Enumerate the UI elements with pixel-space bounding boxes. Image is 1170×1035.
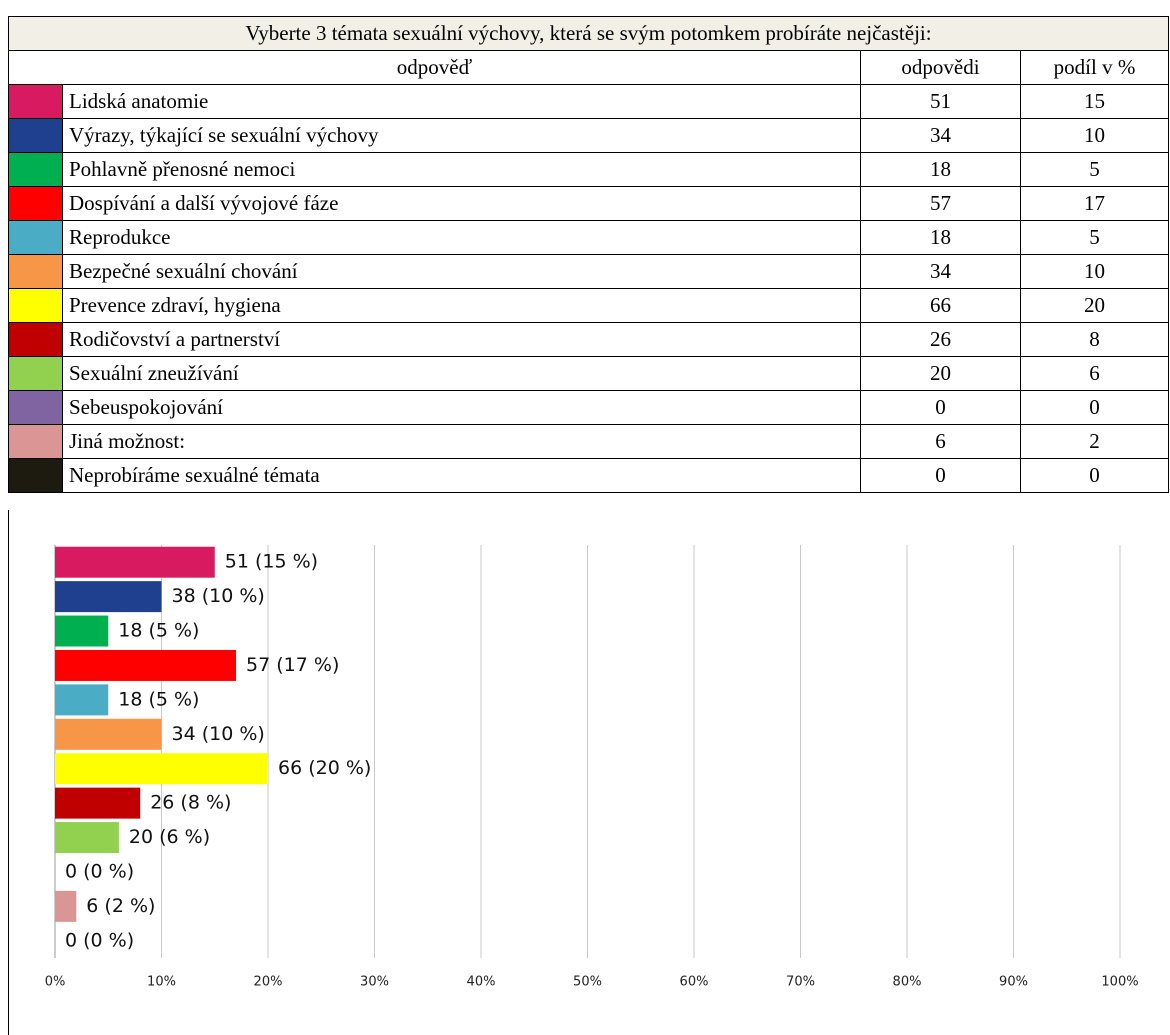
x-tick-label: 40% xyxy=(467,975,496,990)
answer-share: 0 xyxy=(1020,390,1169,425)
answer-count: 0 xyxy=(860,458,1021,493)
color-swatch xyxy=(8,322,63,357)
answer-share: 10 xyxy=(1020,118,1169,153)
x-tick-label: 20% xyxy=(254,975,283,990)
color-swatch xyxy=(8,186,63,221)
answer-label: Sebeuspokojování xyxy=(62,390,861,425)
x-tick-label: 90% xyxy=(999,975,1028,990)
answer-share: 5 xyxy=(1020,152,1169,187)
table-row: Reprodukce 18 5 xyxy=(8,220,1169,255)
table-row: Lidská anatomie 51 15 xyxy=(8,84,1169,119)
title-row: Vyberte 3 témata sexuální výchovy, která… xyxy=(8,16,1169,51)
bar xyxy=(55,718,162,750)
color-swatch xyxy=(8,458,63,493)
x-tick-label: 0% xyxy=(45,975,66,990)
table-row: Sebeuspokojování 0 0 xyxy=(8,390,1169,425)
answer-count: 34 xyxy=(860,254,1021,289)
answer-label: Pohlavně přenosné nemoci xyxy=(62,152,861,187)
x-tick-label: 100% xyxy=(1101,975,1138,990)
color-swatch xyxy=(8,288,63,323)
value-label: 51 (15 %) xyxy=(225,551,318,573)
bar xyxy=(55,822,119,854)
table-row: Neprobíráme sexuálné témata 0 0 xyxy=(8,458,1169,493)
table-row: Bezpečné sexuální chování 34 10 xyxy=(8,254,1169,289)
value-label: 6 (2 %) xyxy=(86,895,155,917)
bar xyxy=(55,890,77,922)
x-tick-label: 80% xyxy=(893,975,922,990)
bar xyxy=(55,546,215,578)
table-row: Prevence zdraví, hygiena 66 20 xyxy=(8,288,1169,323)
answer-share: 6 xyxy=(1020,356,1169,391)
x-tick-label: 60% xyxy=(680,975,709,990)
results-table: Vyberte 3 témata sexuální výchovy, která… xyxy=(8,16,1169,493)
value-label: 20 (6 %) xyxy=(129,826,210,848)
header-cell: podíl v % xyxy=(1020,50,1169,85)
answer-count: 26 xyxy=(860,322,1021,357)
value-label: 57 (17 %) xyxy=(246,654,339,676)
value-label: 0 (0 %) xyxy=(65,929,134,951)
header-cell: odpovědi xyxy=(860,50,1021,85)
value-label: 0 (0 %) xyxy=(65,860,134,882)
bar xyxy=(55,753,268,785)
answer-share: 0 xyxy=(1020,458,1169,493)
table-row: Jiná možnost: 6 2 xyxy=(8,424,1169,459)
value-label: 34 (10 %) xyxy=(172,723,265,745)
x-tick-label: 10% xyxy=(147,975,176,990)
answer-label: Bezpečné sexuální chování xyxy=(62,254,861,289)
x-tick-label: 30% xyxy=(360,975,389,990)
answer-label: Výrazy, týkající se sexuální výchovy xyxy=(62,118,861,153)
bar xyxy=(55,649,237,681)
answer-count: 6 xyxy=(860,424,1021,459)
answer-label: Lidská anatomie xyxy=(62,84,861,119)
table-title: Vyberte 3 témata sexuální výchovy, která… xyxy=(8,16,1169,51)
answer-share: 8 xyxy=(1020,322,1169,357)
color-swatch xyxy=(8,254,63,289)
answer-count: 18 xyxy=(860,152,1021,187)
answer-share: 20 xyxy=(1020,288,1169,323)
color-swatch xyxy=(8,356,63,391)
answer-label: Neprobíráme sexuálné témata xyxy=(62,458,861,493)
answer-share: 5 xyxy=(1020,220,1169,255)
bar xyxy=(55,615,109,647)
color-swatch xyxy=(8,390,63,425)
color-swatch xyxy=(8,84,63,119)
bar xyxy=(55,684,109,716)
value-label: 66 (20 %) xyxy=(278,757,371,779)
bar xyxy=(55,581,162,613)
value-label: 18 (5 %) xyxy=(118,620,199,642)
answer-share: 2 xyxy=(1020,424,1169,459)
answer-label: Jiná možnost: xyxy=(62,424,861,459)
color-swatch xyxy=(8,220,63,255)
x-tick-label: 50% xyxy=(573,975,602,990)
x-tick-label: 70% xyxy=(786,975,815,990)
table-row: Pohlavně přenosné nemoci 18 5 xyxy=(8,152,1169,187)
value-label: 26 (8 %) xyxy=(150,792,231,814)
color-swatch xyxy=(8,424,63,459)
bar xyxy=(55,787,141,819)
value-label: 38 (10 %) xyxy=(172,585,265,607)
value-label: 18 (5 %) xyxy=(118,688,199,710)
color-swatch xyxy=(8,118,63,153)
answer-count: 57 xyxy=(860,186,1021,221)
frame-line xyxy=(8,510,9,1035)
color-swatch xyxy=(8,152,63,187)
